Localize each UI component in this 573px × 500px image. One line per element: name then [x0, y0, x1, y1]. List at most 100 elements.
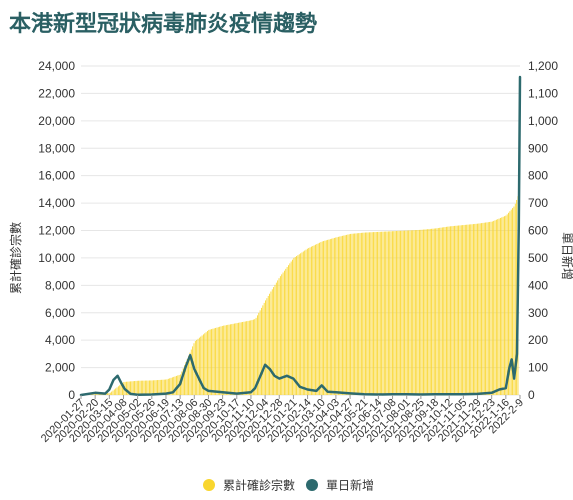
- cumulative-bar: [447, 226, 449, 395]
- cumulative-bar: [396, 231, 397, 395]
- cumulative-bar: [347, 234, 349, 395]
- cumulative-bar: [108, 393, 110, 395]
- cumulative-bar: [302, 251, 304, 395]
- cumulative-bar: [413, 230, 415, 395]
- cumulative-bar: [240, 322, 242, 395]
- cumulative-bar: [122, 383, 123, 395]
- cumulative-bar: [234, 323, 235, 395]
- cumulative-bar: [275, 282, 277, 395]
- cumulative-bar: [292, 259, 293, 395]
- cumulative-bar: [486, 222, 488, 395]
- cumulative-bar: [290, 261, 292, 395]
- cumulative-bar: [167, 378, 169, 395]
- cumulative-bar: [398, 230, 400, 395]
- cumulative-bar: [316, 244, 318, 395]
- cumulative-bar: [312, 246, 314, 395]
- cumulative-bar: [487, 222, 489, 395]
- cumulative-bar: [394, 231, 396, 395]
- cumulative-bar: [138, 380, 140, 395]
- cumulative-bar: [132, 381, 134, 395]
- cumulative-bar: [173, 376, 175, 395]
- cumulative-bar: [215, 327, 216, 395]
- right-tick-label: 0: [528, 388, 535, 402]
- cumulative-bar: [419, 229, 420, 395]
- left-tick-label: 18,000: [38, 141, 75, 155]
- left-axis-label: 累計確診宗數: [8, 222, 23, 294]
- cumulative-bar: [367, 232, 369, 395]
- cumulative-bar: [304, 250, 306, 395]
- cumulative-bar: [211, 329, 212, 395]
- legend: 累計確診宗數 單日新增: [203, 478, 374, 493]
- cumulative-bar: [433, 228, 435, 395]
- cumulative-bar: [329, 239, 331, 395]
- cumulative-bar: [323, 241, 324, 395]
- chart-title: 本港新型冠狀病毒肺炎疫情趨勢: [9, 12, 318, 37]
- cumulative-bar: [500, 217, 501, 395]
- cumulative-bar: [111, 391, 113, 395]
- left-tick-label: 0: [68, 388, 75, 402]
- cumulative-bar: [230, 324, 231, 395]
- cumulative-bar: [170, 377, 172, 395]
- cumulative-bar: [356, 233, 358, 395]
- cumulative-bar: [116, 387, 118, 395]
- cumulative-bar: [385, 231, 387, 395]
- cumulative-bar: [460, 225, 462, 395]
- cumulative-bar: [90, 394, 92, 395]
- cumulative-bar: [113, 389, 115, 395]
- cumulative-bar: [400, 230, 401, 395]
- cumulative-bar: [119, 385, 121, 395]
- cumulative-bar: [192, 346, 194, 395]
- cumulative-bar: [163, 379, 165, 395]
- cumulative-bar: [146, 380, 148, 395]
- cumulative-bar: [483, 222, 485, 395]
- cumulative-bar: [478, 223, 480, 395]
- cumulative-bar: [375, 231, 377, 395]
- cumulative-bar: [352, 233, 354, 395]
- cumulative-bar: [297, 255, 299, 395]
- cumulative-bar: [459, 225, 461, 395]
- right-tick-label: 200: [528, 333, 548, 347]
- cumulative-bar: [443, 227, 445, 395]
- cumulative-bar: [317, 243, 319, 395]
- cumulative-bar: [416, 230, 418, 395]
- cumulative-bar: [255, 317, 257, 395]
- cumulative-bar: [420, 229, 422, 395]
- cumulative-bar: [227, 324, 229, 395]
- cumulative-bar: [157, 380, 158, 395]
- cumulative-bar: [301, 252, 303, 395]
- left-tick-label: 6,000: [45, 306, 75, 320]
- cumulative-bar: [335, 237, 337, 395]
- cumulative-bar: [479, 223, 481, 395]
- cumulative-bar: [232, 323, 234, 395]
- cumulative-bar: [159, 379, 161, 395]
- cumulative-bar: [358, 233, 360, 395]
- cumulative-bar: [315, 244, 316, 395]
- cumulative-bar: [414, 230, 416, 395]
- right-axis-ticks: 0 100 200 300 400 500 600 700 800 900 1,000 1,100 1,…: [528, 59, 558, 402]
- cumulative-bar: [431, 228, 432, 395]
- right-tick-label: 1,200: [528, 59, 558, 73]
- cumulative-bar: [354, 233, 356, 395]
- cumulative-bar: [158, 379, 160, 395]
- cumulative-area: [81, 196, 519, 395]
- cumulative-bar: [386, 231, 388, 395]
- cumulative-bar: [493, 220, 495, 395]
- cumulative-bar: [402, 230, 404, 395]
- cumulative-bar: [93, 394, 95, 395]
- cumulative-bar: [185, 362, 187, 395]
- cumulative-bar: [377, 231, 378, 395]
- cumulative-bar: [142, 380, 144, 395]
- cumulative-bar: [406, 230, 408, 395]
- cumulative-bar: [477, 223, 478, 395]
- cumulative-bar: [448, 226, 450, 395]
- cumulative-bar: [429, 228, 431, 395]
- cumulative-bar: [184, 365, 185, 395]
- cumulative-bar: [510, 209, 512, 395]
- left-tick-label: 20,000: [38, 114, 75, 128]
- cumulative-bar: [359, 233, 361, 395]
- cumulative-bar: [437, 228, 439, 395]
- cumulative-bar: [112, 390, 114, 395]
- cumulative-bar: [308, 247, 310, 395]
- cumulative-bar: [128, 381, 130, 395]
- cumulative-bar: [274, 284, 276, 395]
